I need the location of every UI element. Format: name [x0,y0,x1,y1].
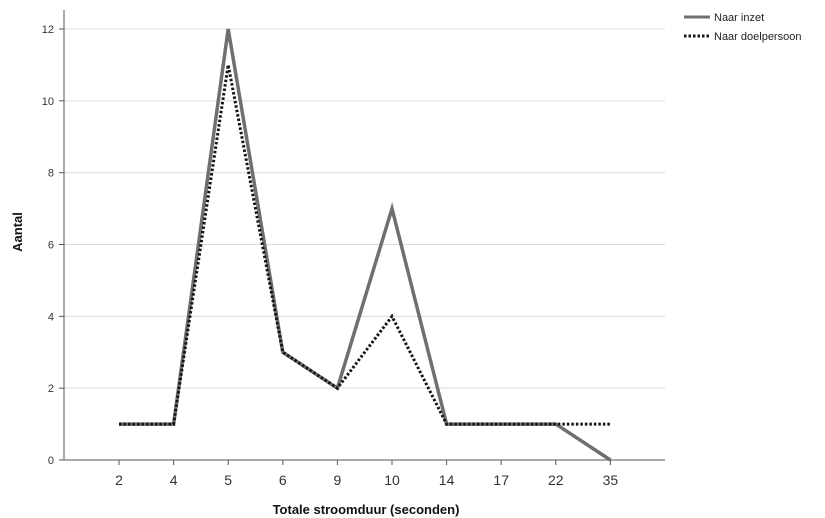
y-tick-label: 10 [42,96,54,108]
x-tick-labels: 2 4 5 6 9 10 14 17 22 35 [115,460,618,488]
y-tick-labels: 0 2 4 6 8 10 12 [42,24,64,467]
y-tick-label: 4 [48,311,54,323]
x-tick-label: 14 [439,472,455,488]
y-tick-label: 0 [48,455,54,467]
y-tick-label: 12 [42,24,54,36]
x-tick-label: 6 [279,472,287,488]
x-tick-label: 2 [115,472,123,488]
series-line-naar-doelpersoon [119,64,611,426]
y-axis-title: Aantal [10,212,25,252]
x-tick-label: 4 [170,472,178,488]
legend: Naar inzet Naar doelpersoon [684,12,801,43]
x-tick-label: 5 [224,472,232,488]
y-tick-label: 8 [48,168,54,180]
x-tick-label: 17 [493,472,509,488]
series-lines [119,28,612,462]
x-tick-label: 35 [603,472,619,488]
y-tick-label: 2 [48,383,54,395]
x-tick-label: 22 [548,472,564,488]
legend-label-naar-doelpersoon: Naar doelpersoon [714,31,801,43]
x-tick-label: 9 [334,472,342,488]
axes [63,10,665,461]
gridlines [64,28,665,389]
x-tick-label: 10 [384,472,400,488]
x-axis-title: Totale stroomduur (seconden) [273,502,460,517]
legend-label-naar-inzet: Naar inzet [714,12,764,24]
y-tick-label: 6 [48,240,54,252]
